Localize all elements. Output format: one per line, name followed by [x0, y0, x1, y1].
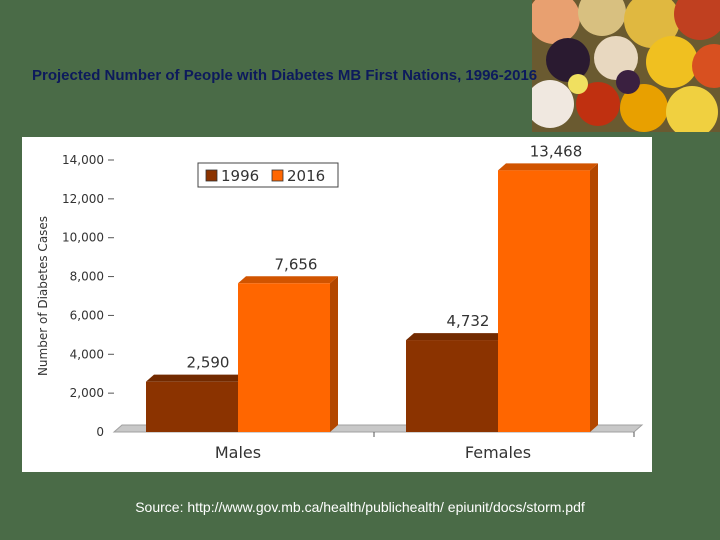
x-category-label: Females	[465, 443, 531, 462]
bar-top-2016-females	[498, 163, 598, 171]
source-note: Source: http://www.gov.mb.ca/health/publ…	[135, 499, 585, 515]
y-axis-label: Number of Diabetes Cases	[36, 216, 50, 376]
slide-title: Projected Number of People with Diabetes…	[32, 67, 538, 84]
vegetables-photo	[532, 0, 720, 132]
y-tick-label: 8,000	[70, 270, 104, 284]
bar-2016-males	[238, 283, 330, 432]
bar-1996-females	[406, 340, 498, 432]
y-tick-label: 14,000	[62, 153, 104, 167]
y-tick-label: 0	[96, 425, 104, 439]
x-category-label: Males	[215, 443, 261, 462]
bar-side-2016-males	[330, 276, 338, 432]
legend-swatch-2016	[271, 169, 284, 182]
data-label: 7,656	[275, 255, 318, 273]
bar-side-2016-females	[590, 163, 598, 432]
legend-box	[197, 162, 339, 188]
bar-top-1996-males	[146, 374, 246, 382]
data-label: 13,468	[530, 142, 583, 160]
y-tick-label: 6,000	[70, 308, 104, 322]
y-tick-label: 10,000	[62, 231, 104, 245]
legend-label-2016: 2016	[287, 167, 325, 185]
data-label: 4,732	[447, 312, 490, 330]
y-tick-label: 12,000	[62, 192, 104, 206]
legend-swatch-1996	[205, 169, 218, 182]
y-tick-label: 4,000	[70, 347, 104, 361]
bar-1996-males	[146, 381, 238, 432]
data-label: 2,590	[187, 354, 230, 372]
legend-label-1996: 1996	[221, 167, 259, 185]
bar-top-2016-males	[238, 276, 338, 284]
bar-2016-females	[498, 170, 590, 432]
bar-top-1996-females	[406, 333, 506, 341]
y-tick-label: 2,000	[70, 386, 104, 400]
